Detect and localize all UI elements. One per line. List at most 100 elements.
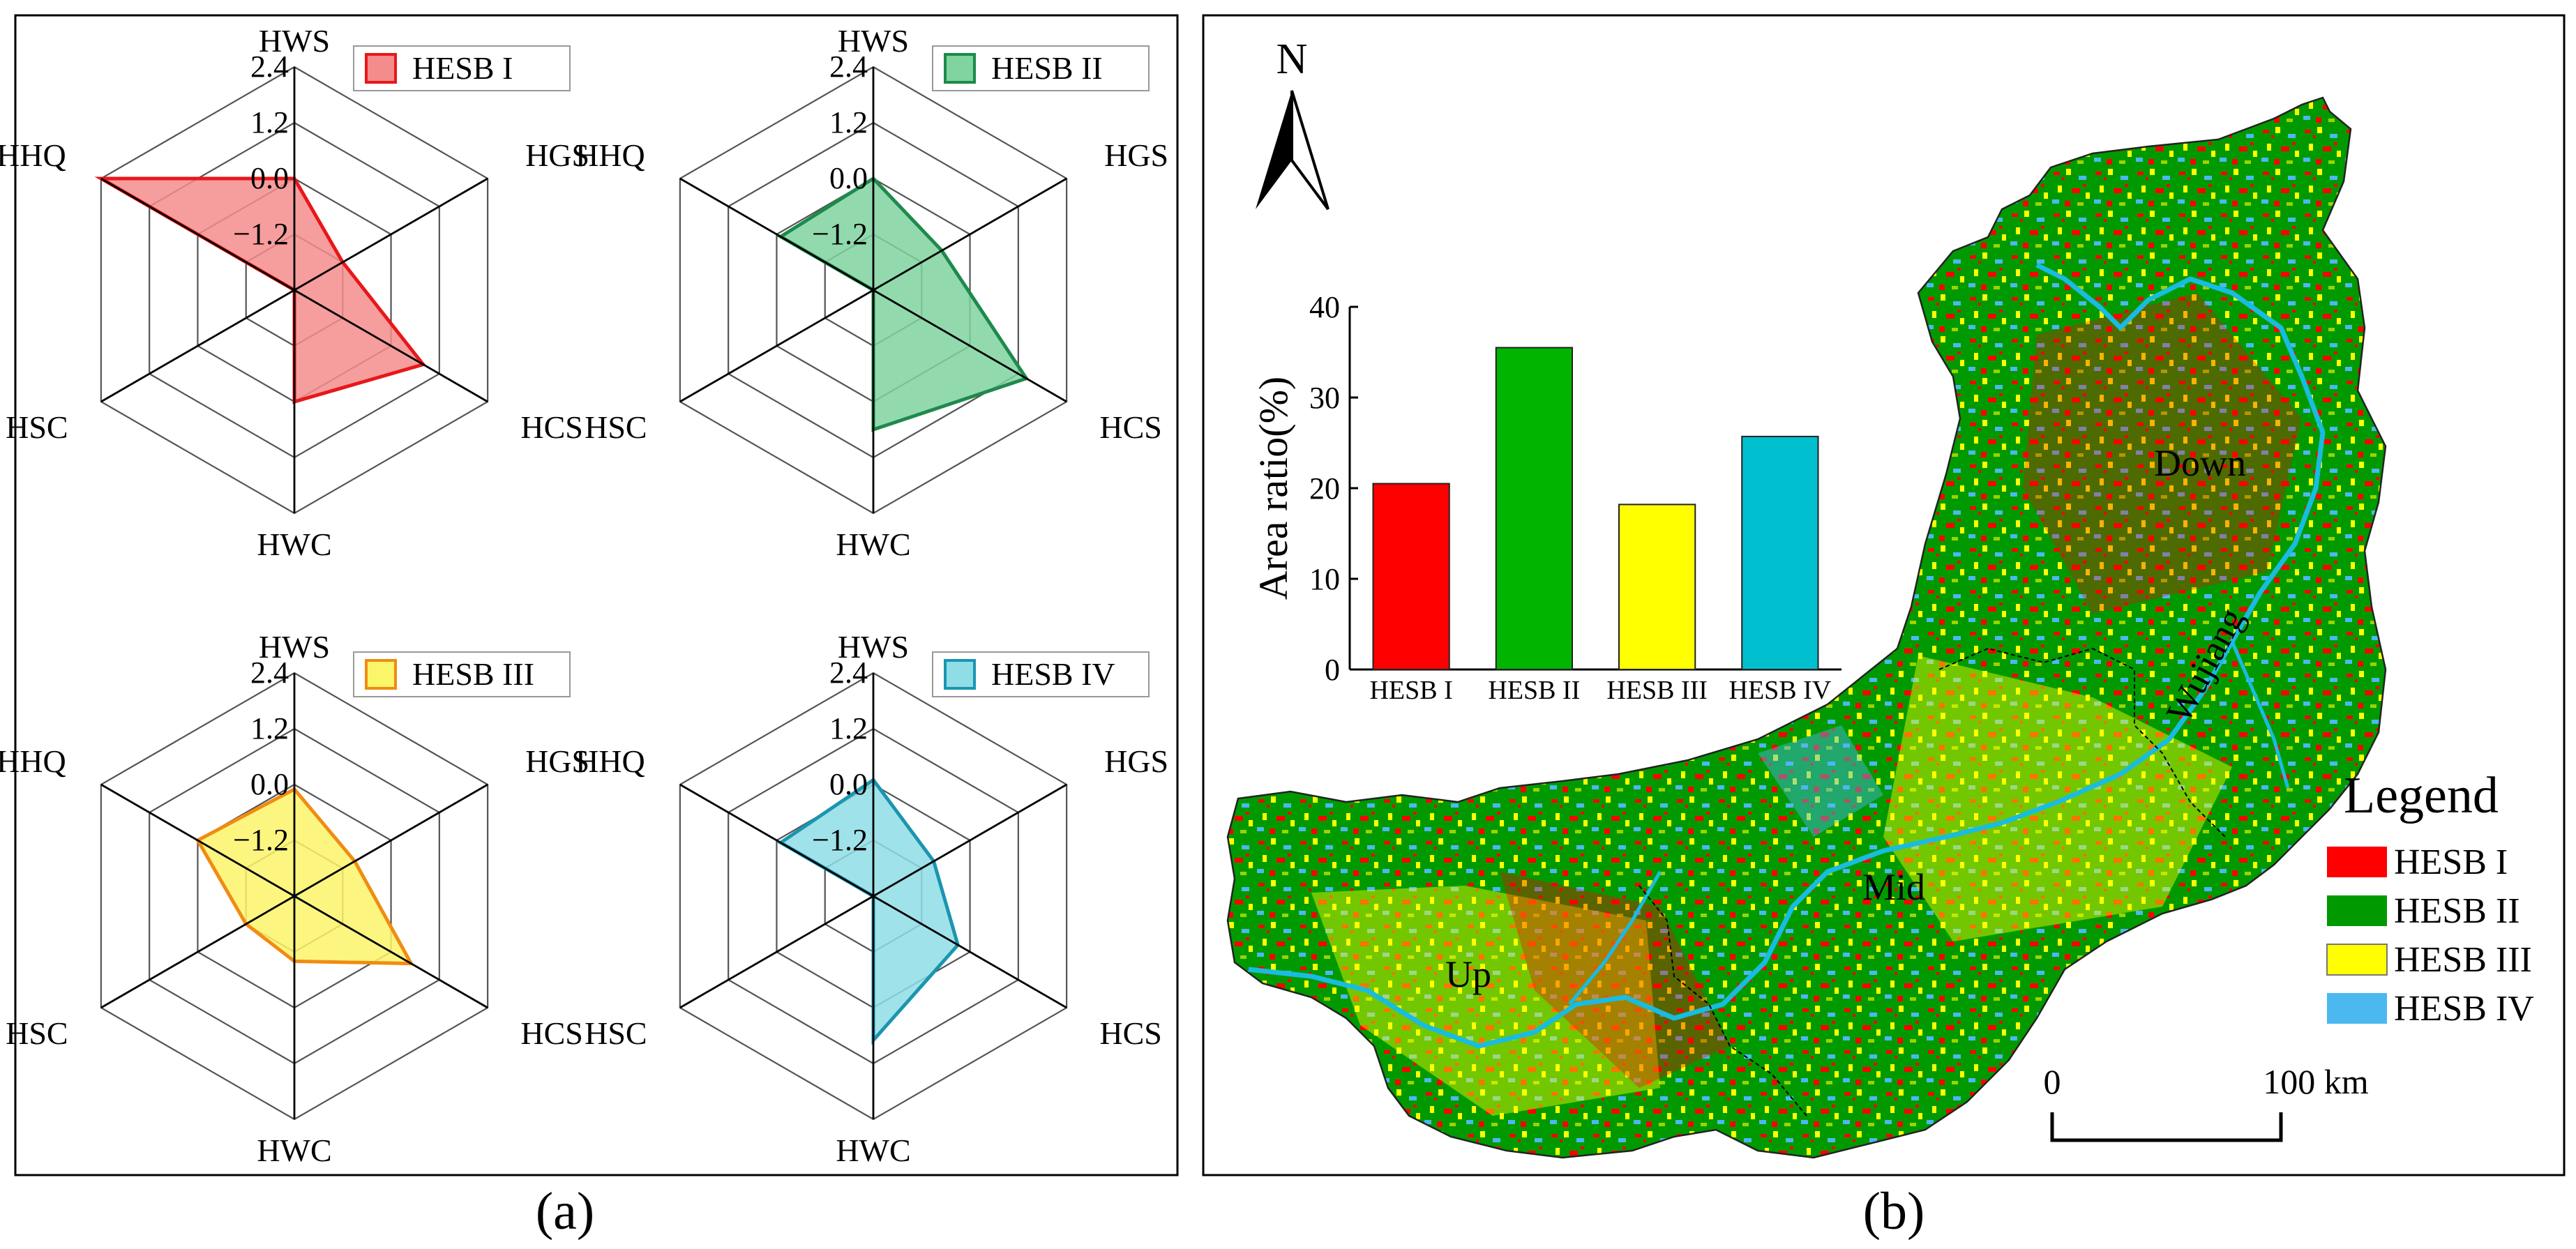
bar-x-tick-label: HESB III [1606, 676, 1708, 705]
map-zones [1311, 293, 2302, 1116]
radar-axis-label-hwc: HWC [257, 527, 331, 562]
radar-spoke [873, 289, 1067, 403]
radar-chart-3: 2.4 1.2 0.0 −1.2 HWS HGS HCS HWC HSC HHQ HESB III [0, 629, 589, 1168]
river-tributary [1568, 870, 1662, 1006]
radar-axis-label-hws: HWS [838, 629, 909, 665]
radar-spoke [294, 783, 488, 898]
radar-spoke [294, 895, 488, 1009]
legend-swatch-hesb3 [2326, 944, 2388, 976]
panel-label-b: (b) [1863, 1182, 1925, 1241]
radar-axis-label-hgs: HGS [525, 137, 589, 173]
radar-series-polygon [777, 176, 1030, 432]
radar-axis-label-hhq: HHQ [575, 743, 645, 779]
legend-label-hesb4: HESB IV [2394, 989, 2534, 1029]
radar-spoke [100, 177, 295, 292]
boundary-up-mid [1639, 885, 1807, 1116]
north-arrow: N [1256, 36, 1330, 211]
radar-legend-swatch [944, 53, 976, 84]
map-legend: Legend HESB I HESB II HESB III HESB IV [2326, 767, 2534, 1029]
radar-axis-label-hwc: HWC [836, 1133, 910, 1168]
radar-axis-label-hwc: HWC [257, 1133, 331, 1168]
north-arrow-left-icon [1256, 91, 1292, 209]
area-ratio-bar-chart: 0 10 20 30 40 Area ratio(%) HESB I HESB II HESB … [1251, 290, 1841, 705]
radar-spoke [873, 177, 1067, 292]
bar-x-tick-label: HESB IV [1729, 676, 1832, 705]
radar-legend-label: HESB III [412, 656, 534, 692]
wujiang-river [1248, 262, 2326, 1049]
radar-axis-label-hws: HWS [259, 629, 330, 665]
radar-chart-4: 2.4 1.2 0.0 −1.2 HWS HGS HCS HWC HSC HHQ HESB IV [575, 629, 1168, 1168]
radar-charts: 2.4 1.2 0.0 −1.2 HWS HGS HCS HWC HSC HHQ HESB I 2.4… [0, 23, 1168, 1168]
radar-legend-label: HESB II [991, 50, 1103, 86]
bar-y-axis-label: Area ratio(%) [1251, 377, 1296, 600]
bar-4 [1741, 435, 1819, 671]
radar-spoke [100, 783, 295, 898]
panel-a-frame [14, 14, 1179, 1176]
river-tributary [2230, 641, 2290, 789]
radar-axis-label-hcs: HCS [520, 1015, 582, 1051]
radar-tick-label: 0.0 [829, 767, 868, 801]
panel-label-a: (a) [536, 1182, 594, 1241]
radar-tick-label: 1.2 [829, 105, 868, 139]
north-arrow-right-icon [1290, 90, 1330, 211]
radar-tick-label: 1.2 [250, 711, 289, 745]
radar-legend-label: HESB I [412, 50, 513, 86]
bar-2 [1495, 347, 1574, 670]
radar-axis-label-hcs: HCS [520, 409, 582, 445]
scale-start: 0 [2044, 1062, 2061, 1101]
radar-tick-label: −1.2 [233, 823, 289, 857]
radar-axis-label-hgs: HGS [1104, 743, 1168, 779]
bar-x-tick-label: HESB I [1369, 676, 1452, 705]
bar-1 [1372, 483, 1450, 670]
radar-tick-label: 1.2 [250, 105, 289, 139]
legend-swatch-hesb2 [2327, 895, 2387, 926]
radar-tick-label: 0.0 [829, 161, 868, 195]
radar-legend-swatch [365, 659, 397, 690]
radar-spoke [873, 783, 1067, 898]
scale-end: 100 km [2263, 1062, 2369, 1101]
radar-tick-label: −1.2 [812, 217, 868, 251]
radar-axis-label-hgs: HGS [1104, 137, 1168, 173]
bar-y-tick-label: 30 [1309, 381, 1340, 415]
radar-tick-label: 0.0 [250, 161, 289, 195]
radar-spoke [679, 177, 874, 292]
radar-spoke [679, 289, 874, 403]
region-label-up: Up [1445, 953, 1491, 995]
radar-spoke [100, 289, 295, 403]
radar-axis-label-hcs: HCS [1099, 409, 1161, 445]
region-label-down: Down [2154, 442, 2246, 484]
radar-tick-label: −1.2 [812, 823, 868, 857]
bar-y-tick-label: 0 [1325, 653, 1340, 687]
legend-swatch-hesb1 [2327, 847, 2387, 877]
radar-axis-label-hsc: HSC [585, 1015, 647, 1051]
map-outline [1226, 96, 2387, 1159]
radar-tick-label: −1.2 [233, 217, 289, 251]
bar-3 [1618, 504, 1696, 671]
radar-chart-2: 2.4 1.2 0.0 −1.2 HWS HGS HCS HWC HSC HHQ HESB II [575, 23, 1168, 562]
radar-legend-label: HESB IV [991, 656, 1115, 692]
region-label-mid: Mid [1862, 866, 1925, 908]
radar-axis-label-hcs: HCS [1099, 1015, 1161, 1051]
radar-tick-label: 1.2 [829, 711, 868, 745]
bar-x-tick-label: HESB II [1488, 676, 1580, 705]
radar-axis-label-hwc: HWC [836, 527, 910, 562]
scale-bar-line [2050, 1112, 2283, 1142]
radar-spoke [100, 895, 295, 1009]
radar-tick-label: 2.4 [829, 656, 868, 690]
radar-spoke [294, 289, 488, 403]
radar-axis-label-hws: HWS [838, 23, 909, 59]
radar-spoke [294, 177, 488, 292]
legend-title: Legend [2344, 767, 2499, 824]
radar-axis-label-hgs: HGS [525, 743, 589, 779]
radar-axis-label-hws: HWS [259, 23, 330, 59]
radar-series-polygon [777, 777, 961, 1045]
radar-legend-swatch [944, 659, 976, 690]
scale-bar: 0 100 km [2044, 1062, 2369, 1142]
radar-series-polygon [195, 787, 414, 966]
legend-label-hesb2: HESB II [2394, 891, 2520, 931]
bar-y-tick-label: 20 [1309, 471, 1340, 506]
radar-tick-label: 2.4 [250, 50, 289, 84]
radar-axis-label-hsc: HSC [6, 409, 68, 445]
radar-tick-label: 2.4 [829, 50, 868, 84]
